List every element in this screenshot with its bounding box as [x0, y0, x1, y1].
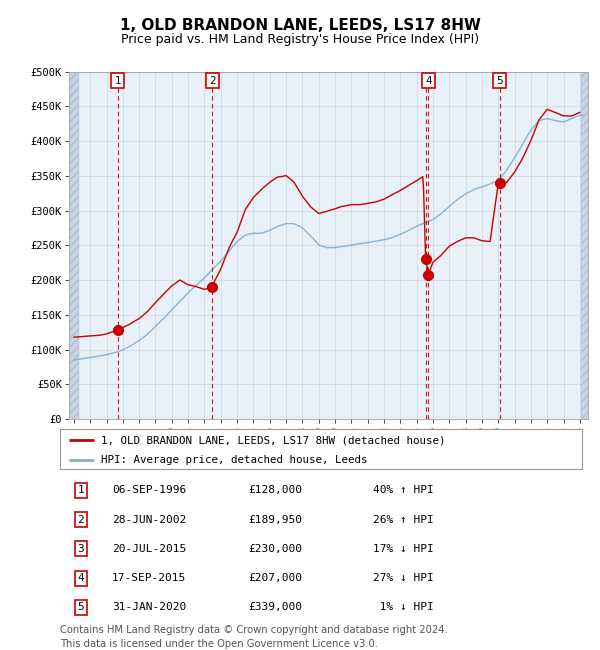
Bar — [581, 68, 597, 422]
Text: Price paid vs. HM Land Registry's House Price Index (HPI): Price paid vs. HM Land Registry's House … — [121, 32, 479, 46]
Text: 40% ↑ HPI: 40% ↑ HPI — [373, 486, 434, 495]
Text: 26% ↑ HPI: 26% ↑ HPI — [373, 515, 434, 525]
Text: 28-JUN-2002: 28-JUN-2002 — [112, 515, 187, 525]
Text: HPI: Average price, detached house, Leeds: HPI: Average price, detached house, Leed… — [101, 456, 367, 465]
Text: 17% ↓ HPI: 17% ↓ HPI — [373, 544, 434, 554]
Text: 3: 3 — [77, 544, 84, 554]
Text: Contains HM Land Registry data © Crown copyright and database right 2024.
This d: Contains HM Land Registry data © Crown c… — [60, 625, 448, 649]
Text: £339,000: £339,000 — [248, 603, 302, 612]
Text: 4: 4 — [77, 573, 84, 583]
Text: 4: 4 — [425, 75, 431, 86]
Text: £189,950: £189,950 — [248, 515, 302, 525]
Text: 2: 2 — [209, 75, 216, 86]
Text: 1% ↓ HPI: 1% ↓ HPI — [373, 603, 434, 612]
Text: 5: 5 — [496, 75, 503, 86]
FancyBboxPatch shape — [60, 429, 582, 469]
Text: 2: 2 — [77, 515, 84, 525]
Text: 1, OLD BRANDON LANE, LEEDS, LS17 8HW (detached house): 1, OLD BRANDON LANE, LEEDS, LS17 8HW (de… — [101, 436, 445, 445]
Text: £230,000: £230,000 — [248, 544, 302, 554]
Text: 17-SEP-2015: 17-SEP-2015 — [112, 573, 187, 583]
Text: 1: 1 — [77, 486, 84, 495]
Text: 1: 1 — [115, 75, 121, 86]
Text: 1, OLD BRANDON LANE, LEEDS, LS17 8HW: 1, OLD BRANDON LANE, LEEDS, LS17 8HW — [119, 18, 481, 34]
Text: 06-SEP-1996: 06-SEP-1996 — [112, 486, 187, 495]
Text: 5: 5 — [77, 603, 84, 612]
Bar — [69, 68, 79, 422]
Text: £128,000: £128,000 — [248, 486, 302, 495]
Text: £207,000: £207,000 — [248, 573, 302, 583]
Text: 27% ↓ HPI: 27% ↓ HPI — [373, 573, 434, 583]
Text: 31-JAN-2020: 31-JAN-2020 — [112, 603, 187, 612]
Text: 20-JUL-2015: 20-JUL-2015 — [112, 544, 187, 554]
